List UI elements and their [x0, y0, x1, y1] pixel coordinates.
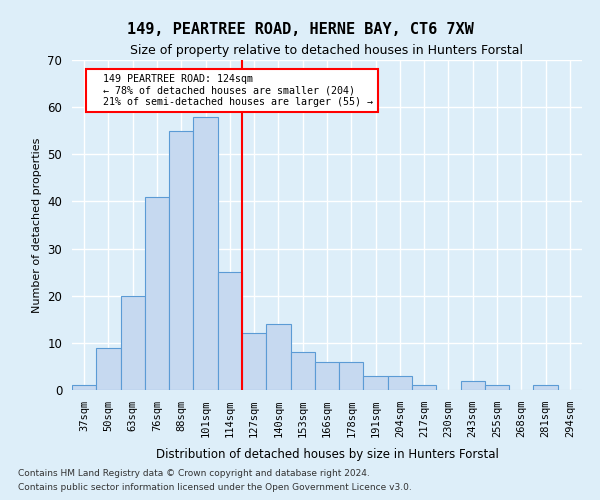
Bar [169, 130, 193, 390]
Bar [290, 352, 315, 390]
Bar [193, 116, 218, 390]
Bar [339, 362, 364, 390]
Y-axis label: Number of detached properties: Number of detached properties [32, 138, 42, 312]
Bar [364, 376, 388, 390]
Text: Contains HM Land Registry data © Crown copyright and database right 2024.: Contains HM Land Registry data © Crown c… [18, 468, 370, 477]
Bar [145, 196, 169, 390]
Bar [412, 386, 436, 390]
Bar [485, 386, 509, 390]
Bar [266, 324, 290, 390]
Text: 149 PEARTREE ROAD: 124sqm
  ← 78% of detached houses are smaller (204)
  21% of : 149 PEARTREE ROAD: 124sqm ← 78% of detac… [91, 74, 373, 108]
X-axis label: Distribution of detached houses by size in Hunters Forstal: Distribution of detached houses by size … [155, 448, 499, 462]
Title: Size of property relative to detached houses in Hunters Forstal: Size of property relative to detached ho… [131, 44, 523, 58]
Bar [121, 296, 145, 390]
Bar [315, 362, 339, 390]
Bar [96, 348, 121, 390]
Bar [218, 272, 242, 390]
Bar [242, 334, 266, 390]
Text: Contains public sector information licensed under the Open Government Licence v3: Contains public sector information licen… [18, 484, 412, 492]
Text: 149, PEARTREE ROAD, HERNE BAY, CT6 7XW: 149, PEARTREE ROAD, HERNE BAY, CT6 7XW [127, 22, 473, 38]
Bar [533, 386, 558, 390]
Bar [388, 376, 412, 390]
Bar [72, 386, 96, 390]
Bar [461, 380, 485, 390]
